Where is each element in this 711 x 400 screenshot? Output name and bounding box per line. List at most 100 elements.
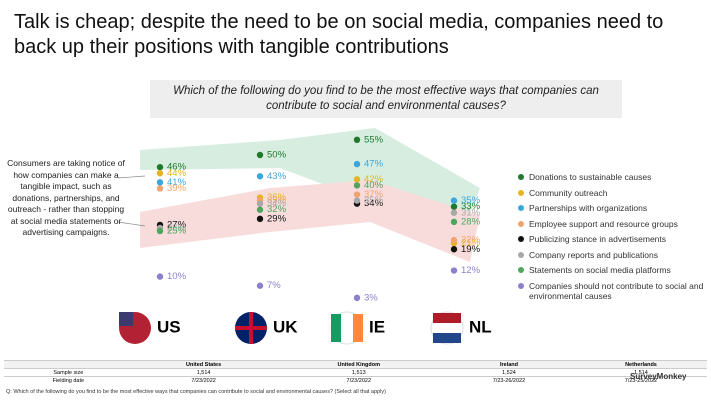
annotation-pointer — [117, 221, 146, 227]
table-cell: 7/23-26/2022 — [442, 376, 575, 384]
dot — [353, 197, 361, 204]
table: United States United Kingdom Ireland Nether… — [4, 360, 707, 384]
table-header: Netherlands — [574, 360, 707, 369]
legend-label: Donations to sustainable causes — [529, 172, 652, 182]
logo: SurveyMonkey — [630, 372, 687, 381]
legend-swatch — [518, 174, 524, 180]
table-cell: 1,514 — [574, 368, 707, 377]
dot — [353, 294, 361, 302]
dot — [450, 209, 458, 216]
value-label: 25% — [167, 226, 187, 237]
legend-item: Companies should not contribute to socia… — [518, 281, 708, 302]
table-cell: Sample size — [4, 368, 133, 377]
dot — [353, 160, 361, 168]
legend: Donations to sustainable causes Community… — [518, 172, 708, 307]
value-label: 41% — [167, 177, 187, 188]
value-label: 26% — [167, 222, 187, 233]
dot — [156, 185, 164, 192]
table-cell: 7/23-25/2022 — [574, 376, 707, 384]
dot — [156, 170, 164, 177]
dot — [156, 179, 164, 186]
legend-swatch — [518, 267, 524, 273]
table-cell: 1,514 — [132, 368, 275, 377]
value-label: 12% — [461, 265, 481, 276]
value-label: 28% — [461, 216, 481, 227]
value-label: 7% — [267, 280, 281, 291]
legend-label: Company reports and publications — [529, 249, 658, 260]
legend-swatch — [518, 220, 524, 227]
category-label: US — [157, 317, 181, 336]
table-row: Sample size 1,514 1,513 1,524 1,514 — [4, 368, 707, 377]
value-label: 44% — [167, 168, 187, 179]
question: Which of the following do you find to be… — [150, 80, 622, 118]
band-bottom — [140, 180, 480, 262]
dot — [450, 246, 458, 253]
dot — [450, 218, 458, 226]
legend-swatch — [518, 282, 524, 289]
dot — [450, 236, 458, 244]
dot — [256, 282, 264, 289]
title: Talk is cheap; despite the need to be on… — [14, 11, 664, 58]
value-label: 47% — [364, 159, 384, 170]
value-label: 37% — [364, 189, 384, 200]
value-label: 29% — [267, 213, 287, 224]
dot — [353, 182, 361, 189]
value-label: 35% — [461, 195, 481, 206]
legend-label: Publicizing stance in advertisements — [529, 234, 667, 244]
legend-swatch — [518, 205, 524, 211]
legend-item: Company reports and publications — [518, 250, 708, 261]
annotation-pointer — [117, 175, 146, 179]
dot — [450, 203, 458, 210]
dot — [156, 227, 164, 235]
value-label: 50% — [267, 150, 287, 161]
value-label: 36% — [267, 192, 287, 203]
value-label: 22% — [461, 235, 481, 246]
category-label: NL — [469, 317, 492, 336]
value-label: 55% — [364, 134, 384, 145]
table-cell: 7/23/2022 — [132, 376, 275, 384]
table-header — [4, 360, 133, 369]
legend-label: Companies should not contribute to socia… — [529, 280, 704, 302]
value-label: 46% — [167, 162, 187, 173]
value-label: 27% — [167, 219, 187, 230]
value-label: 39% — [167, 183, 187, 194]
table-cell: Fielding date — [4, 376, 133, 384]
dot — [156, 163, 164, 171]
value-label: 21% — [461, 238, 481, 249]
legend-item: Donations to sustainable causes — [518, 172, 708, 183]
legend-item: Community outreach — [518, 188, 708, 199]
table-cell: 1,513 — [274, 368, 443, 377]
legend-label: Statements on social media platforms — [529, 265, 671, 275]
category-label: UK — [273, 317, 298, 336]
value-label: 32% — [267, 204, 287, 215]
table-cell: 1,524 — [442, 368, 575, 377]
table-header: Ireland — [442, 360, 575, 369]
table-row: United States United Kingdom Ireland Nether… — [4, 360, 707, 369]
dot — [450, 267, 458, 274]
dot — [256, 200, 264, 207]
value-label: 34% — [364, 198, 384, 209]
value-label: 40% — [364, 180, 384, 191]
category-label: IE — [369, 317, 385, 336]
dot — [156, 273, 164, 280]
table-header: United Kingdom — [274, 360, 443, 369]
dot — [256, 215, 264, 223]
dot — [353, 191, 361, 198]
value-label: 35% — [267, 195, 287, 206]
value-label: 33% — [461, 201, 481, 212]
table-header: United States — [132, 360, 275, 369]
table-cell: 7/23/2022 — [274, 376, 443, 384]
dot — [256, 206, 264, 213]
legend-item: Publicizing stance in advertisements — [518, 234, 708, 245]
value-label: 43% — [267, 171, 287, 182]
legend-item: Partnerships with organizations — [518, 203, 708, 214]
dot — [353, 176, 361, 183]
legend-label: Partnerships with organizations — [529, 203, 648, 213]
value-label: 10% — [167, 271, 187, 282]
legend-item: Employee support and resource groups — [518, 219, 708, 230]
legend-swatch — [518, 236, 524, 242]
value-label: 35% — [364, 195, 384, 206]
dot — [256, 151, 264, 159]
chart: US UK IE NL 46% 50% 55% 33% 44% 36% 42% 21% 41% 43% 47… — [117, 128, 492, 345]
